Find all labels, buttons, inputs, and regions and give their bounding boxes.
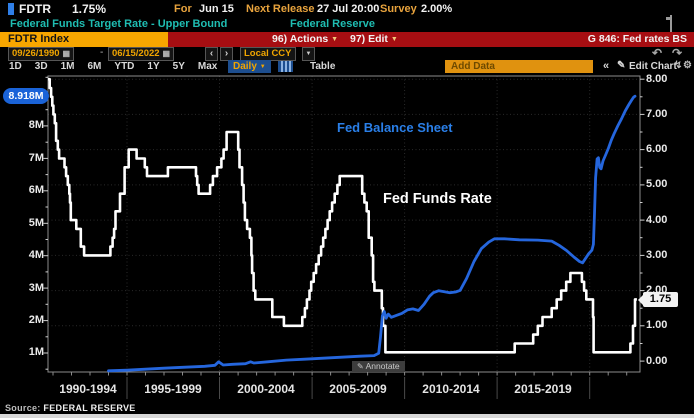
annotate-button[interactable]: ✎ Annotate — [352, 361, 405, 372]
gear-icon[interactable]: ⚙ — [683, 60, 692, 71]
title-bar: FDTR Index 96) Actions ▼ 97) Edit ▼ G 84… — [0, 32, 694, 47]
redo-icon[interactable]: ↷ — [672, 46, 683, 60]
period-tab-3d[interactable]: 3D — [34, 61, 48, 72]
x-axis-label-1995-1999: 1995-1999 — [144, 382, 202, 396]
right-axis-tick-0.00: 0.00 — [646, 355, 668, 367]
frequency-select[interactable]: Daily ▼ — [228, 60, 271, 73]
x-axis-label-1990-1994: 1990-1994 — [59, 382, 117, 396]
date-from-input[interactable]: 09/26/1990 ▦ — [8, 47, 75, 61]
fed-funds-last-value-badge: 1.75 — [638, 292, 678, 307]
period-tab-1m[interactable]: 1M — [60, 61, 75, 72]
source-note: Source: FEDERAL RESERVE — [5, 403, 136, 413]
right-axis-tick-7.00: 7.00 — [646, 108, 668, 120]
x-axis-label-2005-2009: 2005-2009 — [329, 382, 387, 396]
left-axis-tick-8M: 8M — [28, 119, 44, 131]
scroll-forward-button[interactable]: › — [220, 47, 233, 61]
period-tab-6m[interactable]: 6M — [87, 61, 102, 72]
left-axis-tick-2M: 2M — [28, 314, 44, 326]
edit-chart-button[interactable]: Edit Chart — [629, 61, 677, 72]
collapse-icon[interactable]: « — [603, 60, 610, 72]
chart-id: G 846: Fed rates BS — [587, 33, 687, 45]
left-axis-tick-1M: 1M — [28, 346, 44, 358]
period-tab-ytd[interactable]: YTD — [114, 61, 135, 72]
left-axis-tick-4M: 4M — [28, 249, 44, 261]
left-axis-tick-5M: 5M — [28, 217, 44, 229]
left-axis-tick-3M: 3M — [28, 282, 44, 294]
currency-dropdown-icon[interactable]: ▼ — [302, 47, 315, 61]
for-label: For — [174, 3, 192, 15]
right-axis-tick-4.00: 4.00 — [646, 214, 668, 226]
chevron-down-icon: ▼ — [390, 36, 398, 43]
security-marker — [8, 3, 14, 15]
date-to-input[interactable]: 06/15/2022 ▦ — [108, 47, 175, 61]
series-label-fed-funds: Fed Funds Rate — [383, 191, 492, 207]
x-axis-label-2010-2014: 2010-2014 — [422, 382, 480, 396]
x-axis-label-2000-2004: 2000-2004 — [237, 382, 295, 396]
period-tab-1y[interactable]: 1Y — [147, 61, 160, 72]
chevron-down-icon: ▼ — [259, 64, 266, 70]
right-axis-tick-5.00: 5.00 — [646, 178, 668, 190]
chart-type-icon[interactable] — [278, 61, 293, 72]
right-axis-tick-3.00: 3.00 — [646, 249, 668, 261]
pencil-icon[interactable]: ✎ — [617, 60, 626, 71]
next-release-value: 27 Jul 20:00 — [317, 3, 380, 15]
zap-icon[interactable]: ↯ — [674, 60, 683, 71]
issuer: Federal Reserve — [290, 18, 375, 30]
scroll-back-button[interactable]: ‹ — [205, 47, 218, 61]
period-tab-5y[interactable]: 5Y — [172, 61, 185, 72]
security-description: Federal Funds Target Rate - Upper Bound — [10, 18, 228, 30]
survey-value: 2.00% — [421, 3, 453, 15]
period-tabs: 1D 3D 1M 6M YTD 1Y 5Y Max — [9, 61, 230, 72]
calendar-icon[interactable]: ▦ — [62, 49, 71, 58]
edit-menu[interactable]: 97) Edit ▼ — [350, 33, 398, 45]
chevron-down-icon: ▼ — [331, 36, 339, 43]
right-axis-tick-6.00: 6.00 — [646, 143, 668, 155]
period-tab-1d[interactable]: 1D — [9, 61, 22, 72]
ticker: FDTR — [19, 2, 51, 16]
next-release-label: Next Release — [246, 3, 315, 15]
last-value: 1.75% — [72, 2, 107, 16]
series-label-balance-sheet: Fed Balance Sheet — [337, 120, 453, 135]
pencil-icon: ✎ — [357, 362, 364, 371]
for-date: Jun 15 — [199, 3, 234, 15]
x-axis-label-2015-2019: 2015-2019 — [514, 382, 572, 396]
left-axis-tick-7M: 7M — [28, 152, 44, 164]
survey-label: Survey — [380, 3, 417, 15]
right-axis-tick-8.00: 8.00 — [646, 73, 668, 85]
right-axis-tick-1.00: 1.00 — [646, 319, 668, 331]
calendar-icon[interactable]: ▦ — [162, 49, 171, 58]
add-data-input[interactable]: Add Data — [445, 60, 593, 73]
actions-menu[interactable]: 96) Actions ▼ — [272, 33, 339, 45]
left-axis-tick-6M: 6M — [28, 184, 44, 196]
security-chip[interactable]: FDTR Index — [0, 32, 168, 47]
date-range-dash: - — [100, 47, 104, 58]
period-tab-max[interactable]: Max — [197, 61, 218, 72]
undo-icon[interactable]: ↶ — [652, 46, 663, 60]
screen-bottom-edge — [0, 414, 694, 418]
table-button[interactable]: Table — [310, 61, 336, 72]
balance-sheet-last-value-badge: 8.918M — [3, 88, 49, 104]
